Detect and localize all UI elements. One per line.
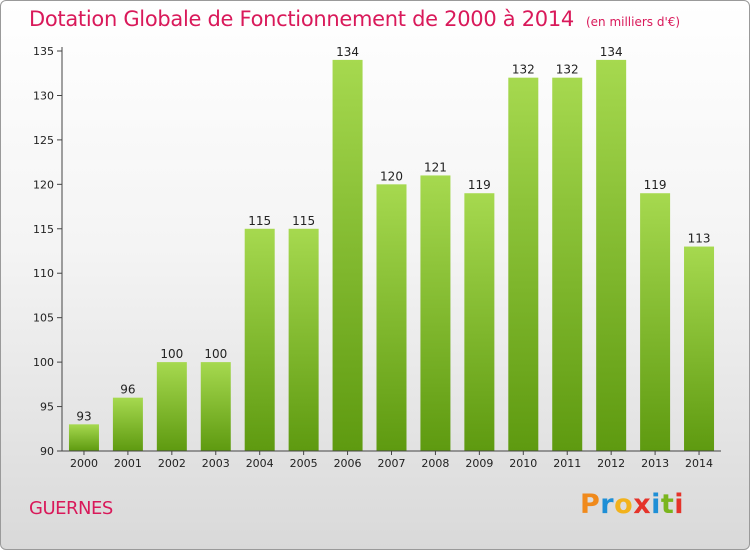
x-tick-label-2006: 2006	[334, 457, 362, 470]
commune-name: GUERNES	[29, 498, 113, 519]
data-label-2011: 132	[556, 63, 579, 77]
logo-letter: i	[651, 489, 661, 520]
bar-2014	[684, 246, 715, 451]
bar-2012	[596, 59, 627, 452]
chart-title-text: Dotation Globale de Fonctionnement de 20…	[29, 7, 574, 31]
x-tick-label-2012: 2012	[597, 457, 625, 470]
logo-letter: P	[580, 489, 601, 520]
x-tick-label-2014: 2014	[685, 457, 713, 470]
bar-2001	[112, 397, 143, 451]
data-label-2006: 134	[336, 45, 359, 59]
data-label-2007: 120	[380, 169, 403, 183]
x-tick-label-2011: 2011	[553, 457, 581, 470]
data-label-2014: 113	[688, 232, 711, 246]
data-label-2005: 115	[292, 214, 315, 228]
x-tick-label-2004: 2004	[246, 457, 274, 470]
y-tick-label: 115	[33, 223, 54, 236]
x-tick-label-2013: 2013	[641, 457, 669, 470]
chart-title: Dotation Globale de Fonctionnement de 20…	[29, 7, 680, 31]
y-tick-label: 95	[40, 401, 54, 414]
data-label-2001: 96	[120, 383, 135, 397]
x-tick-label-2008: 2008	[421, 457, 449, 470]
data-label-2002: 100	[160, 347, 183, 361]
data-label-2000: 93	[76, 409, 91, 423]
bar-2009	[464, 193, 495, 451]
y-tick-label: 110	[33, 267, 54, 280]
bar-2007	[376, 184, 407, 452]
y-tick-label: 90	[40, 445, 54, 458]
x-tick-label-2003: 2003	[202, 457, 230, 470]
bar-2013	[640, 193, 671, 451]
logo-letter: o	[614, 489, 634, 520]
x-tick-label-2002: 2002	[158, 457, 186, 470]
logo-letter: t	[660, 489, 675, 520]
data-label-2008: 121	[424, 160, 447, 174]
proxiti-logo: Proxiti	[580, 489, 684, 520]
x-tick-label-2001: 2001	[114, 457, 142, 470]
y-tick-label: 105	[33, 312, 54, 325]
y-tick-label: 130	[33, 89, 54, 102]
data-label-2012: 134	[600, 45, 623, 59]
data-label-2003: 100	[204, 347, 227, 361]
x-tick-label-2007: 2007	[378, 457, 406, 470]
bar-2008	[420, 175, 451, 451]
bar-2006	[332, 59, 363, 452]
logo-letter: i	[674, 489, 685, 520]
y-tick-label: 120	[33, 178, 54, 191]
x-tick-label-2005: 2005	[290, 457, 318, 470]
x-axis: 2000 2001 2002 2003 2004 2005 2006 2007 2008 2009…	[62, 450, 721, 470]
x-tick-label-2009: 2009	[465, 457, 493, 470]
x-tick-label-2000: 2000	[70, 457, 98, 470]
data-label-2013: 119	[644, 178, 667, 192]
bar-2002	[156, 362, 187, 451]
x-tick-label-2010: 2010	[509, 457, 537, 470]
bar-2010	[508, 77, 539, 452]
data-label-2004: 115	[248, 214, 271, 228]
data-label-2009: 119	[468, 178, 491, 192]
chart-subtitle: (en milliers d'€)	[585, 15, 681, 29]
bar-2011	[552, 77, 583, 452]
bar-2005	[288, 228, 319, 451]
logo-letter: x	[633, 489, 652, 520]
bar-2003	[200, 362, 231, 451]
bar-2004	[244, 228, 275, 451]
y-tick-label: 135	[33, 45, 54, 58]
y-tick-label: 125	[33, 134, 54, 147]
y-axis: 90 95 100 105 110 115 120 125 130 135	[33, 45, 63, 458]
y-tick-label: 100	[33, 356, 54, 369]
data-label-2010: 132	[512, 63, 535, 77]
bar-2000	[68, 424, 99, 451]
bars-group: 93 96 100 100 115 115 134 120 121 119 132 132 134 119…	[68, 45, 715, 452]
logo-letter: r	[600, 489, 615, 520]
